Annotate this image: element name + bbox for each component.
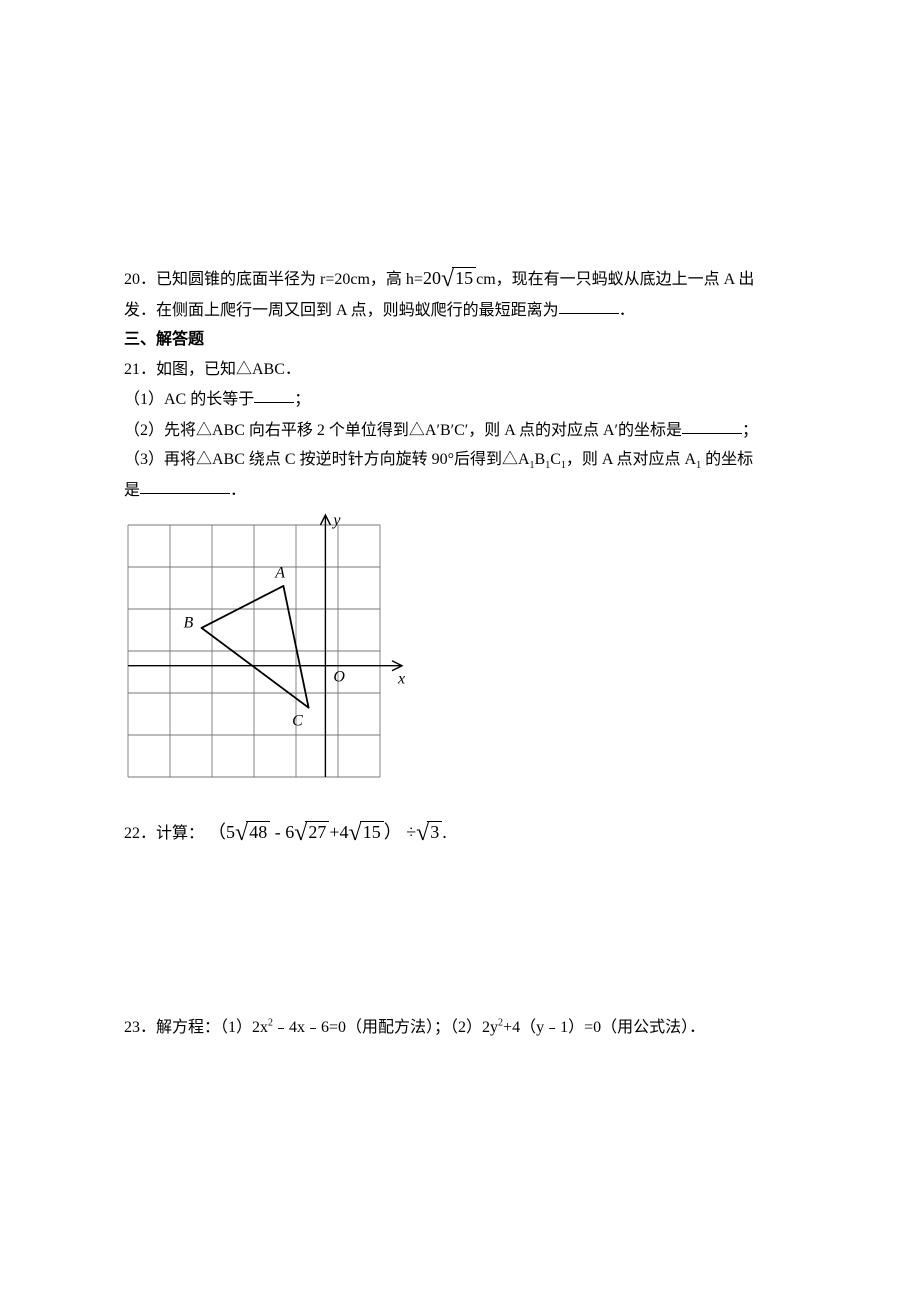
p21-q3-c: C [550,451,561,468]
sqrt-15b: √15 [349,821,384,845]
svg-text:x: x [397,671,405,688]
p21-q1-a: （1）AC 的长等于 [124,391,254,408]
p22-t3: 4 [340,822,349,842]
p22-r2: 27 [305,821,329,843]
sqrt-3: √3 [416,821,442,845]
spacer [124,851,790,1011]
p22-close: ） [384,822,402,842]
problem-20-line2: 发．在侧面上爬行一周又回到 A 点，则蚂蚁爬行的最短距离为 ． [124,297,790,323]
p22-op2: + [329,822,339,842]
p21-q3-line2: 是． [124,477,790,503]
p22-div: ÷ [402,822,416,842]
svg-text:B: B [184,615,194,632]
p21-q3-b: B [535,451,546,468]
p21-q3-line2-b: ． [230,482,246,499]
svg-text:C: C [292,713,303,730]
blank-21-2 [682,416,742,434]
p21-root: 21．如图，已知△ABC． [124,357,790,383]
p23: 23．解方程：（1）2x2﹣4x﹣6=0（用配方法）；（2）2y2+4（y﹣1）… [124,1015,790,1041]
p21-q3-line1: （3）再将△ABC 绕点 C 按逆时针方向旋转 90°后得到△A1B1C1，则 … [124,447,790,473]
p20-sqrt-rad: 15 [452,267,476,289]
p23-a: 23．解方程：（1）2x [124,1019,268,1036]
p22-op1: - [270,822,285,842]
section-3-heading: 三、解答题 [124,327,790,353]
svg-text:A: A [274,565,285,582]
p21-q2-b: ； [742,422,758,439]
p20-text-a: 20．已知圆锥的底面半径为 r=20cm，高 h= [124,271,423,288]
figure-21: y x O A B C [124,513,790,802]
p22-r4: 3 [427,821,442,843]
p21-q1: （1）AC 的长等于 ； [124,386,790,412]
p22-t1: 5 [226,822,235,842]
p22-period: . [442,822,447,842]
p22-label: 22．计算： [124,825,204,842]
sqrt-48: √48 [235,821,270,845]
p21-q3-e: 的坐标 [701,451,753,468]
p22-r1: 48 [246,821,270,843]
blank-21-3 [140,476,230,494]
p22: 22．计算： （5√48 - 6√27+4√15） ÷√3. [124,818,790,847]
blank-21-1 [254,385,294,403]
p23-t3: +4（y﹣1）=0（用公式法）． [503,1019,705,1036]
p21-q3-a: （3）再将△ABC 绕点 C 按逆时针方向旋转 90°后得到△A [124,451,530,468]
blank-20 [559,296,619,314]
sqrt-15: √15 [441,267,476,291]
svg-text:O: O [333,669,345,686]
p21-q2-a: （2）先将△ABC 向右平移 2 个单位得到△A′B′C′，则 A 点的对应点 … [124,422,682,439]
figure-21-svg: y x O A B C [124,513,412,793]
p22-r3: 15 [360,821,384,843]
p21-q2: （2）先将△ABC 向右平移 2 个单位得到△A′B′C′，则 A 点的对应点 … [124,417,790,443]
p22-t2: 6 [285,822,294,842]
sqrt-27: √27 [294,821,329,845]
p21-q3-d: ，则 A 点对应点 A [566,451,696,468]
svg-text:y: y [331,513,341,529]
p20-sqrt-coef: 20 [423,268,441,288]
p21-q1-b: ； [294,391,310,408]
p23-t2: ﹣4x﹣6=0（用配方法）；（2）2y [273,1019,498,1036]
p20-text-b: cm，现在有一只蚂蚁从底边上一点 A 出 [476,271,754,288]
p20-line2-b: ． [619,302,635,319]
problem-20-line1: 20．已知圆锥的底面半径为 r=20cm，高 h=20√15cm，现在有一只蚂蚁… [124,264,790,293]
p22-open: （ [208,822,226,842]
p21-q3-line2-a: 是 [124,482,140,499]
p20-line2-a: 发．在侧面上爬行一周又回到 A 点，则蚂蚁爬行的最短距离为 [124,302,559,319]
